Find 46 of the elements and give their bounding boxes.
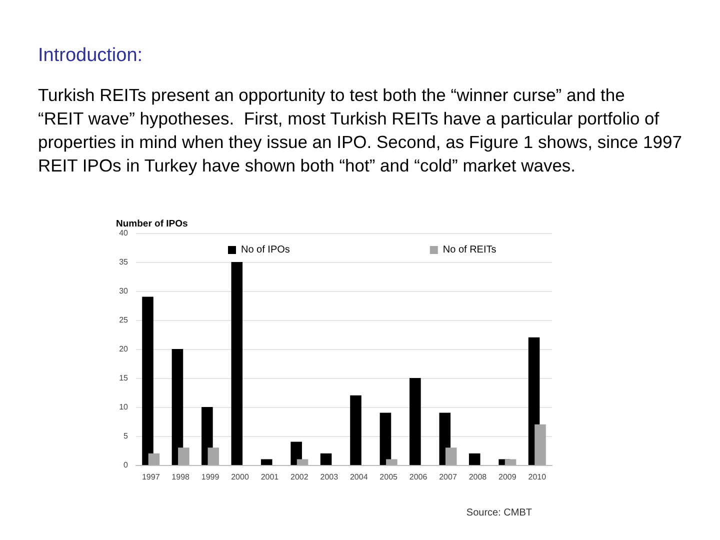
bar [296, 459, 308, 465]
y-tick-label: 25 [119, 316, 129, 324]
y-axis-title: Number of IPOs [116, 218, 188, 230]
y-tick-label: 40 [119, 228, 129, 238]
bar [386, 459, 398, 465]
x-tick-label: 2008 [468, 472, 488, 482]
y-tick-label: 15 [119, 374, 129, 382]
y-tick-label: 30 [119, 286, 129, 296]
bar [260, 459, 272, 465]
bar [178, 448, 190, 465]
bar [445, 448, 457, 465]
x-tick-label: 2009 [498, 472, 517, 482]
x-tick-label: 2005 [380, 472, 398, 482]
y-tick-label: 10 [119, 402, 129, 412]
bar [208, 448, 220, 465]
x-tick-label: 2007 [439, 472, 458, 482]
y-tick-label: 0 [124, 460, 129, 470]
bar [350, 395, 362, 465]
x-tick-label: 2010 [528, 472, 547, 482]
bar [468, 453, 480, 465]
chart-title: Introduction: [38, 45, 143, 66]
bar [380, 412, 392, 465]
x-tick-label: 1999 [201, 472, 220, 482]
bar [320, 453, 332, 465]
x-tick-label: 2001 [260, 472, 280, 482]
y-tick-label: 5 [124, 432, 129, 440]
y-tick-label: 20 [119, 344, 129, 354]
bar [148, 453, 160, 465]
x-tick-label: 1997 [142, 472, 160, 482]
bar [504, 459, 516, 465]
source-note: Source: CMBT [466, 508, 532, 518]
chart-subtitle: Turkish REITs present an opportunity to test both the “winner curse” and the “REIT wave” hypotheses. First, most Turkish REITs have a particular portfolio of properties in mind when they issue an IPO. Second, as Figure 1 shows, since 1997 REIT IPOs in Turkey have shown both “hot” and “cold” market waves. [38, 84, 687, 176]
y-tick-label: 35 [119, 258, 129, 266]
bar [172, 349, 184, 465]
bar [142, 296, 154, 465]
legend-label: No of REITs [442, 244, 496, 256]
x-tick-label: 2006 [409, 472, 428, 482]
x-tick-label: 2002 [290, 472, 309, 482]
legend-label: No of IPOs [241, 244, 290, 256]
x-tick-label: 2004 [350, 472, 368, 482]
x-tick-label: 1998 [172, 472, 190, 482]
bar [231, 262, 243, 465]
x-tick-label: 2000 [231, 472, 250, 482]
bar [410, 378, 421, 465]
x-tick-label: 2003 [320, 472, 339, 482]
bar [534, 424, 546, 465]
